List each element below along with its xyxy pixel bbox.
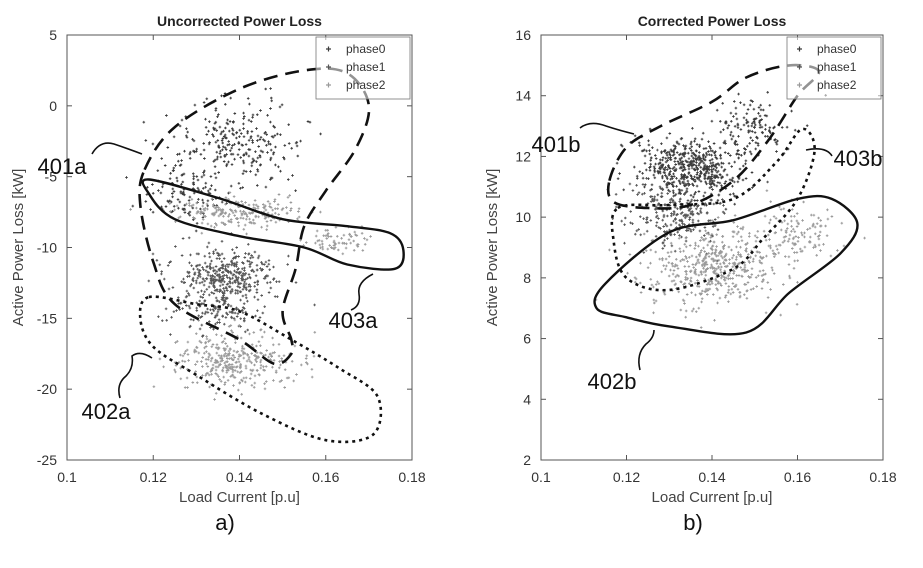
y-tick-label: 4 xyxy=(523,391,531,407)
x-tick-label: 0.16 xyxy=(312,469,339,485)
x-tick-label: 0.12 xyxy=(140,469,167,485)
chart-b-y-axis-label: Active Power Loss [kW] xyxy=(484,169,501,327)
annotation-label-403b: 403b xyxy=(834,146,883,171)
x-tick-label: 0.14 xyxy=(226,469,253,485)
legend-entry-phase1: phase1 xyxy=(346,60,386,74)
annotation-label-401b: 401b xyxy=(532,132,581,157)
x-tick-label: 0.18 xyxy=(398,469,425,485)
y-tick-label: 2 xyxy=(523,452,531,468)
chart-a-y-axis-label: Active Power Loss [kW] xyxy=(10,169,27,327)
annotation-label-401a: 401a xyxy=(38,154,88,179)
y-tick-label: 6 xyxy=(523,331,531,347)
x-tick-label: 0.18 xyxy=(869,469,896,485)
y-tick-label: 12 xyxy=(515,148,531,164)
legend-entry-phase1: phase1 xyxy=(817,60,857,74)
chart-a-title: Uncorrected Power Loss xyxy=(157,13,322,29)
annotation-label-402a: 402a xyxy=(82,399,132,424)
annotation-label-403a: 403a xyxy=(329,308,379,333)
legend-entry-phase0: phase0 xyxy=(346,42,386,56)
y-tick-label: -25 xyxy=(37,452,57,468)
legend-b: phase0 phase1 phase2 xyxy=(787,37,881,99)
y-tick-label: 5 xyxy=(49,27,57,43)
legend-a: phase0 phase1 phase2 xyxy=(316,37,410,99)
y-tick-label: 16 xyxy=(515,27,531,43)
legend-entry-phase2: phase2 xyxy=(346,78,386,92)
legend-entry-phase2: phase2 xyxy=(817,78,857,92)
x-tick-label: 0.14 xyxy=(698,469,725,485)
y-tick-label: -20 xyxy=(37,381,57,397)
chart-a-x-axis-label: Load Current [p.u] xyxy=(179,489,300,506)
y-tick-label: 8 xyxy=(523,270,531,286)
y-tick-label: 0 xyxy=(49,98,57,114)
chart-b-x-axis-label: Load Current [p.u] xyxy=(652,489,773,506)
x-tick-label: 0.1 xyxy=(531,469,551,485)
x-tick-label: 0.1 xyxy=(57,469,77,485)
x-tick-label: 0.16 xyxy=(784,469,811,485)
x-tick-label: 0.12 xyxy=(613,469,640,485)
chart-b-title: Corrected Power Loss xyxy=(638,13,787,29)
chart-panel-b: Corrected Power Loss Load Current [p.u] … xyxy=(484,13,897,535)
legend-entry-phase0: phase0 xyxy=(817,42,857,56)
panel-label-b: b) xyxy=(683,510,703,535)
y-tick-label: -15 xyxy=(37,310,57,326)
y-tick-label: -10 xyxy=(37,240,57,256)
y-tick-label: 14 xyxy=(515,88,531,104)
y-tick-label: 10 xyxy=(515,209,531,225)
chart-panel-a: Uncorrected Power Loss Load Current [p.u… xyxy=(10,13,426,535)
panel-label-a: a) xyxy=(215,510,235,535)
annotation-label-402b: 402b xyxy=(588,369,637,394)
